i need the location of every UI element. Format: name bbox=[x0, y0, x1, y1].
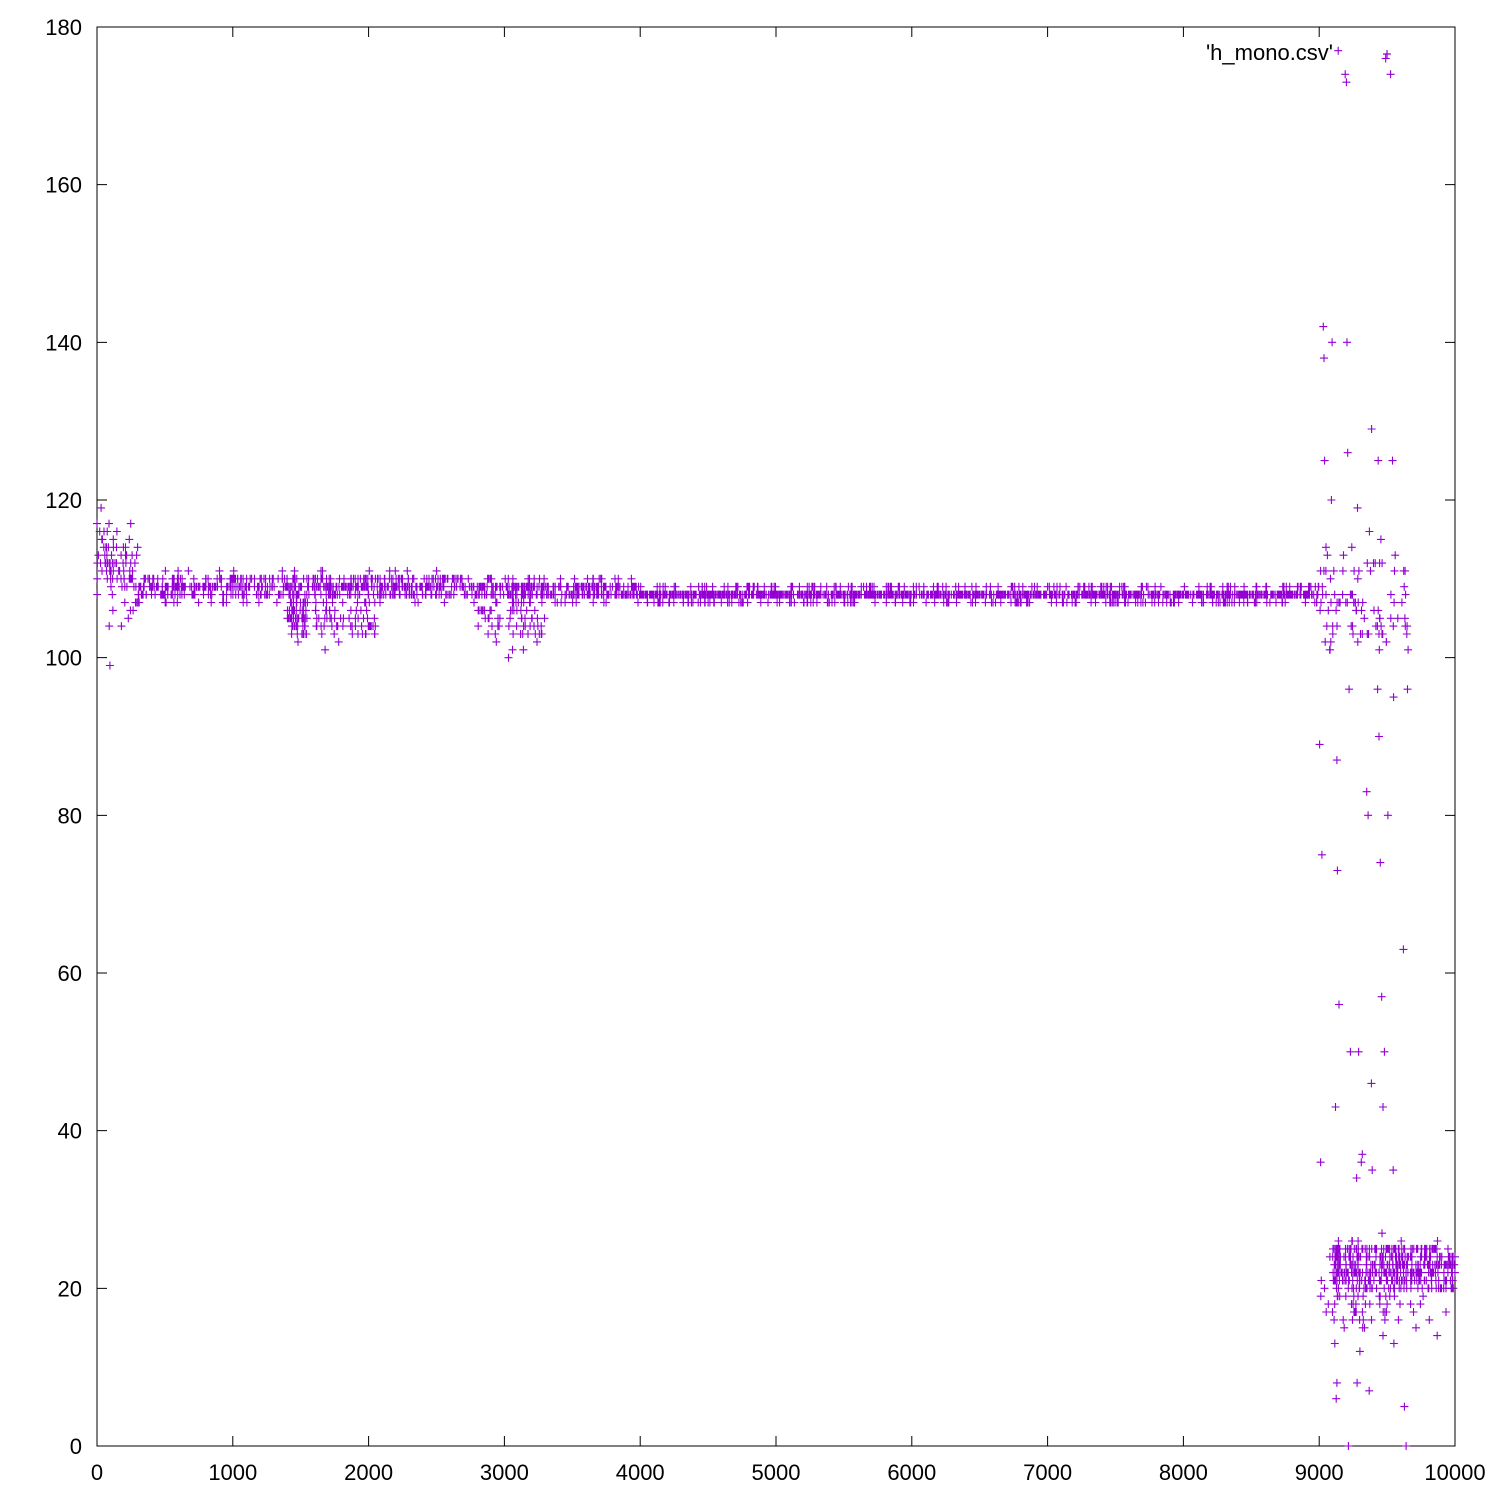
data-points bbox=[93, 46, 1459, 1450]
y-tick-label: 40 bbox=[58, 1119, 82, 1144]
x-tick-label: 3000 bbox=[480, 1460, 529, 1485]
y-tick-label: 120 bbox=[45, 488, 82, 513]
x-tick-label: 1000 bbox=[208, 1460, 257, 1485]
y-tick-label: 180 bbox=[45, 15, 82, 40]
y-tick-label: 100 bbox=[45, 646, 82, 671]
x-tick-label: 8000 bbox=[1159, 1460, 1208, 1485]
y-tick-label: 140 bbox=[45, 330, 82, 355]
plot-frame bbox=[96, 26, 1456, 1447]
scatter-points bbox=[93, 46, 1459, 1450]
x-tick-label: 5000 bbox=[752, 1460, 801, 1485]
tick-marks bbox=[96, 26, 1456, 1447]
legend-label: 'h_mono.csv' bbox=[1206, 40, 1333, 65]
y-tick-label: 0 bbox=[70, 1434, 82, 1459]
x-tick-label: 7000 bbox=[1023, 1460, 1072, 1485]
axis-ticks bbox=[96, 26, 1456, 1447]
x-tick-label: 0 bbox=[91, 1460, 103, 1485]
x-tick-label: 6000 bbox=[887, 1460, 936, 1485]
x-axis-tick-labels: 0 1000 2000 3000 4000 5000 6000 7000 8000 9000 100… bbox=[91, 1460, 1486, 1485]
x-tick-label: 4000 bbox=[616, 1460, 665, 1485]
y-axis-tick-labels: 0 20 40 60 80 100 120 140 160 180 bbox=[45, 15, 82, 1459]
legend-marker bbox=[1383, 50, 1391, 58]
y-tick-label: 60 bbox=[58, 961, 82, 986]
x-tick-label: 10000 bbox=[1424, 1460, 1485, 1485]
legend: 'h_mono.csv' bbox=[1206, 40, 1391, 65]
y-tick-label: 20 bbox=[58, 1276, 82, 1301]
x-tick-label: 2000 bbox=[344, 1460, 393, 1485]
y-tick-label: 80 bbox=[58, 803, 82, 828]
y-tick-label: 160 bbox=[45, 173, 82, 198]
x-tick-label: 9000 bbox=[1295, 1460, 1344, 1485]
